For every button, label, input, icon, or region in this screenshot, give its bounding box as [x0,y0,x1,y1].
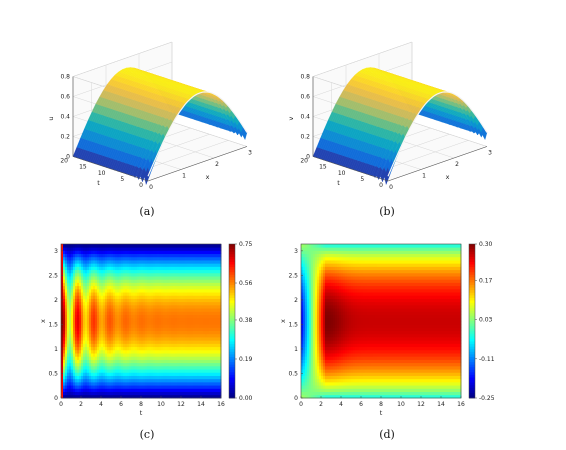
front-edge [147,91,248,177]
z-tick-label: 0.8 [60,74,70,81]
surface-mesh [72,67,248,185]
t-tick-label: 5 [120,176,124,183]
heatmap-u: 0 2 4 6 8 10 12 14 1600.511.522.53tx0.750.560.38… [39,241,253,417]
x-tick-label: 1 [422,173,426,180]
x-tick-label: 0 [389,184,393,191]
x-tick-label: 3 [248,150,252,157]
z-tick-label: 0.4 [300,114,310,121]
x-axis-label: x [206,173,210,181]
z-axis-label: v [287,116,295,120]
t-tick-label: 5 [360,176,364,183]
t-axis-label: t [97,179,100,187]
heatmap-cells [61,244,222,399]
t-tick-label: 0 [379,182,383,189]
surface-mesh [312,67,488,185]
t-axis-label: t [337,179,340,187]
t-tick-label: 15 [319,164,327,171]
x-tick-label: 3 [488,150,492,157]
z-tick-label: 0.2 [60,134,70,141]
z-axis-label: u [47,116,55,120]
t-tick-label: 10 [98,170,106,177]
t-tick-label: 10 [338,170,346,177]
x-tick-label: 0 [149,184,153,191]
x-tick-label: 1 [182,173,186,180]
t-tick-label: 15 [79,164,87,171]
z-tick-label: 0.6 [60,94,70,101]
z-tick-label: 0.2 [300,134,310,141]
z-tick-label: 0 [306,154,310,161]
t-tick-label: 0 [139,182,143,189]
x-tick-label: 2 [455,161,459,168]
z-tick-label: 0.4 [60,114,70,121]
z-tick-label: 0 [66,154,70,161]
z-tick-label: 0.8 [300,74,310,81]
z-tick-label: 0.6 [300,94,310,101]
x-tick-label: 2 [215,161,219,168]
x-axis-line [147,146,248,182]
x-axis-label: x [446,173,450,181]
t-axis-line [72,156,149,182]
t-tick-label: 20 [60,158,68,165]
